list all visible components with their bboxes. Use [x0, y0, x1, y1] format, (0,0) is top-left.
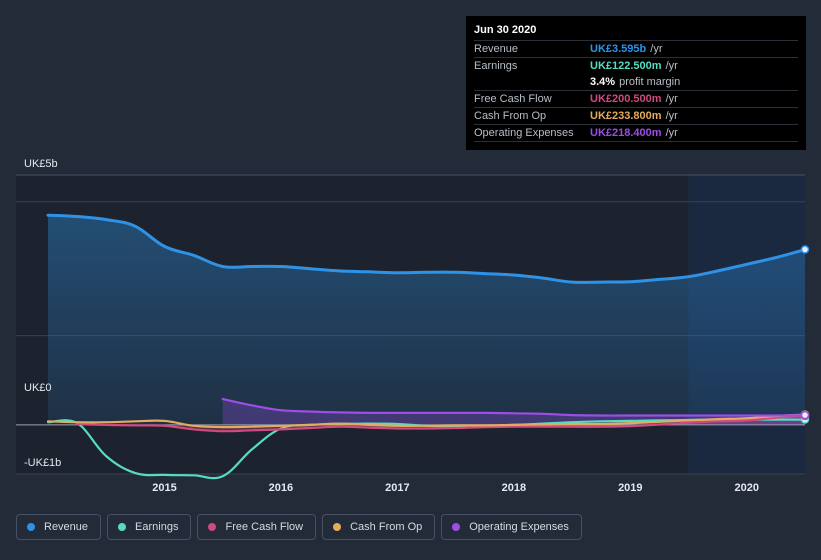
legend-dot-icon: [118, 523, 127, 531]
tooltip-row-label: Operating Expenses: [474, 127, 574, 139]
tooltip-date: Jun 30 2020: [474, 23, 798, 41]
x-axis-tick-label: 2018: [502, 482, 526, 494]
x-axis-tick-label: 2019: [618, 482, 642, 494]
x-axis-tick-label: 2020: [735, 482, 759, 494]
operating-expenses-area: [222, 399, 805, 425]
tooltip-row-unit: profit margin: [619, 76, 681, 88]
tooltip-row-value: UK£3.595b: [590, 43, 647, 55]
revenue-line: [46, 213, 807, 284]
x-axis-tick-label: 2017: [385, 482, 409, 494]
legend-dot-icon: [452, 523, 461, 531]
x-axis-tick-label: 2016: [269, 482, 293, 494]
free-cash-flow-line: [76, 414, 807, 433]
y-axis-label: -UK£1b: [24, 457, 61, 469]
tooltip-row: Operating Expenses UK£218.400m/yr: [474, 125, 798, 142]
legend-item-earnings[interactable]: Earnings: [107, 514, 192, 540]
tooltip-row-unit: /yr: [650, 43, 663, 55]
tooltip-row-label: [474, 74, 590, 90]
tooltip-row-label: Cash From Op: [474, 110, 547, 122]
tooltip-row-unit: /yr: [665, 127, 678, 139]
y-axis-label: UK£5b: [24, 158, 58, 170]
tooltip-row-value: UK£200.500m: [590, 93, 662, 105]
legend-item-cash-from-op[interactable]: Cash From Op: [322, 514, 436, 540]
tooltip-row: Free Cash Flow UK£200.500m/yr: [474, 91, 798, 108]
data-tooltip: Jun 30 2020 Revenue UK£3.595b/yr Earnings U…: [466, 16, 806, 150]
tooltip-row-value: 3.4%: [590, 76, 616, 88]
tooltip-row-unit: /yr: [665, 60, 678, 72]
tooltip-row-label: Earnings: [474, 60, 518, 72]
legend-label: Earnings: [135, 521, 179, 533]
tooltip-row-value: UK£218.400m: [590, 127, 662, 139]
y-axis-label: UK£0: [24, 382, 52, 394]
operating-expenses-end-marker: [800, 410, 810, 420]
legend-dot-icon: [208, 523, 217, 531]
tooltip-row-label: Free Cash Flow: [474, 93, 552, 105]
tooltip-row-unit: /yr: [665, 93, 678, 105]
legend-dot-icon: [333, 523, 342, 531]
tooltip-row-value: UK£122.500m: [590, 60, 662, 72]
tooltip-row-label: Revenue: [474, 43, 519, 55]
legend-label: Revenue: [44, 521, 89, 533]
tooltip-row: 3.4% profit margin: [474, 74, 798, 91]
legend-label: Cash From Op: [350, 521, 423, 533]
tooltip-row-value: UK£233.800m: [590, 110, 662, 122]
x-axis-tick-label: 2015: [152, 482, 176, 494]
legend-item-revenue[interactable]: Revenue: [16, 514, 102, 540]
chart-legend: Revenue Earnings Free Cash Flow Cash From O…: [16, 514, 588, 542]
legend-label: Free Cash Flow: [225, 521, 304, 533]
revenue-end-marker: [800, 245, 810, 254]
legend-item-free-cash-flow[interactable]: Free Cash Flow: [197, 514, 317, 540]
tooltip-row: Revenue UK£3.595b/yr: [474, 41, 798, 58]
legend-label: Operating Expenses: [469, 521, 569, 533]
legend-dot-icon: [27, 523, 35, 531]
tooltip-row: Earnings UK£122.500m/yr: [474, 58, 798, 74]
tooltip-row: Cash From Op UK£233.800m/yr: [474, 108, 798, 125]
operating-expenses-line: [221, 397, 807, 417]
legend-item-operating-expenses[interactable]: Operating Expenses: [441, 514, 582, 540]
cash-from-op-line: [46, 413, 807, 429]
tooltip-row-unit: /yr: [665, 110, 678, 122]
